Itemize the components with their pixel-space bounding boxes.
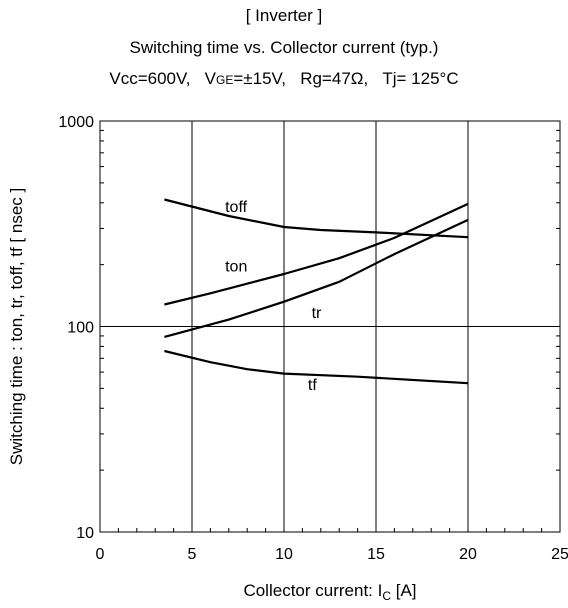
series-label-tf: tf [308, 377, 317, 394]
grid-lines [100, 121, 560, 532]
plot-area-frame [99, 120, 561, 533]
chart-subtitle: Switching time vs. Collector current (ty… [129, 38, 439, 57]
series-line-toff [164, 198, 469, 239]
x-tick-label: 20 [459, 546, 477, 563]
y-tick-label: 1000 [58, 114, 94, 131]
y-axis-label: Switching time : ton, tr, toff, tf [ nse… [7, 188, 26, 465]
tick-labels: 0 5 10 15 20 25 10 100 1000 [58, 114, 568, 563]
series-label-toff: toff [225, 199, 248, 216]
x-axis-label: Collector current: IC [A] [243, 581, 416, 603]
condition-vcc: Vcc=600V, [109, 69, 191, 88]
chart-conditions: Vcc=600V, VGE=±15V, Rg=47Ω, Tj= 125°C [0, 69, 568, 89]
series-label-tr: tr [312, 305, 322, 322]
x-tick-label: 10 [275, 546, 293, 563]
series-label-ton: ton [225, 259, 247, 276]
x-tick-label: 25 [551, 546, 568, 563]
y-tick-label: 100 [67, 320, 94, 337]
series-layer: toff ton tr tf [164, 198, 469, 394]
series-line-tr [164, 218, 469, 338]
y-tick-label: 10 [76, 525, 94, 542]
x-tick-label: 15 [367, 546, 385, 563]
x-tick-label: 0 [96, 546, 105, 563]
chart-title: [ Inverter ] [245, 6, 323, 25]
condition-tj: Tj= 125°C [382, 69, 459, 88]
x-tick-label: 5 [188, 546, 197, 563]
axis-ticks [99, 129, 561, 532]
condition-rg: Rg=47Ω, [300, 69, 369, 88]
series-line-tf [164, 349, 469, 385]
series-line-ton [164, 202, 469, 306]
condition-vge: VGE=±15V, [204, 69, 287, 88]
